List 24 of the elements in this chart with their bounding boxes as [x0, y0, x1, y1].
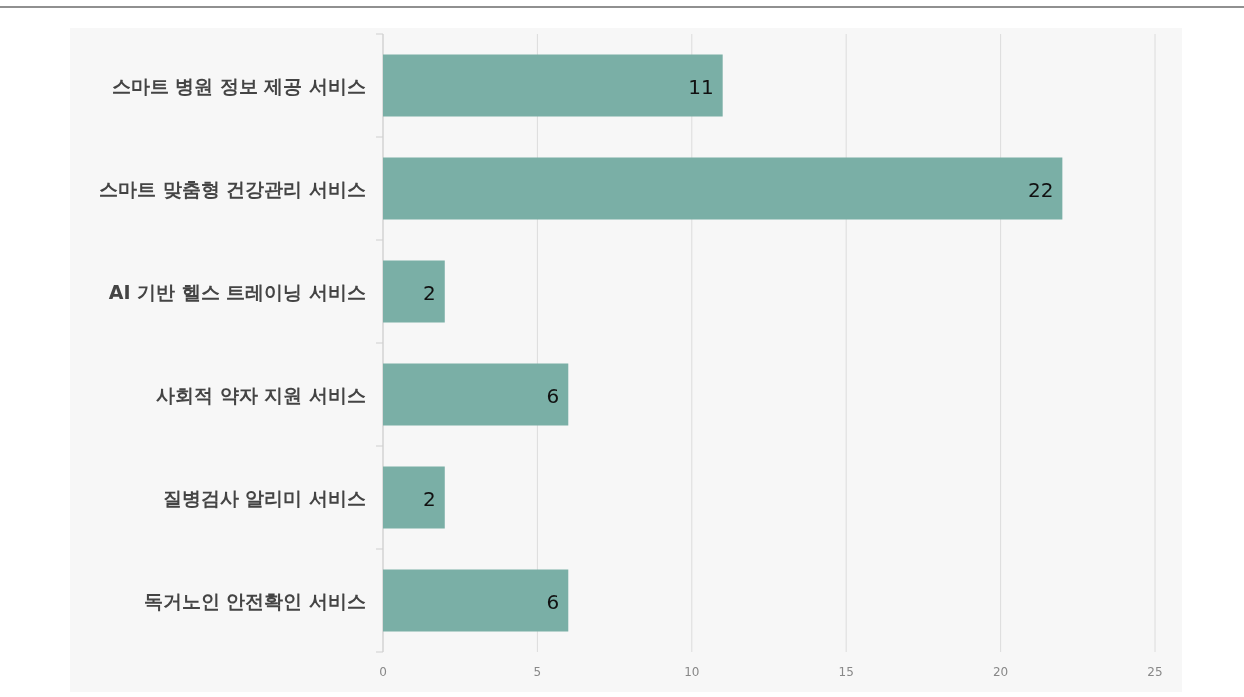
- data-label: 2: [423, 280, 436, 305]
- x-tick-label: 15: [838, 665, 854, 679]
- x-tick-label: 20: [992, 665, 1009, 679]
- bar: [383, 157, 1063, 220]
- y-tick-label: 질병검사 알리미 서비스: [162, 486, 366, 509]
- bar: [383, 466, 445, 529]
- x-tick-label: 10: [684, 665, 700, 679]
- data-label: 22: [1027, 177, 1054, 202]
- x-tick-label: 0: [379, 665, 387, 679]
- y-tick-label: AI 기반 헬스 트레이닝 서비스: [108, 280, 366, 303]
- x-tick-label: 25: [1147, 665, 1163, 679]
- data-label: 6: [546, 589, 560, 614]
- data-label: 11: [688, 74, 714, 99]
- x-tick-label: 5: [533, 665, 542, 679]
- bar: [383, 260, 445, 323]
- data-label: 6: [546, 383, 560, 408]
- y-tick-label: 스마트 병원 정보 제공 서비스: [111, 74, 366, 97]
- data-label: 2: [423, 486, 436, 511]
- bar: [383, 54, 723, 117]
- y-tick-label: 독거노인 안전확인 서비스: [143, 589, 366, 612]
- y-tick-label: 사회적 약자 지원 서비스: [156, 383, 366, 406]
- bar: [383, 363, 569, 426]
- y-tick-label: 스마트 맞춤형 건강관리 서비스: [99, 177, 366, 200]
- bar: [383, 569, 569, 632]
